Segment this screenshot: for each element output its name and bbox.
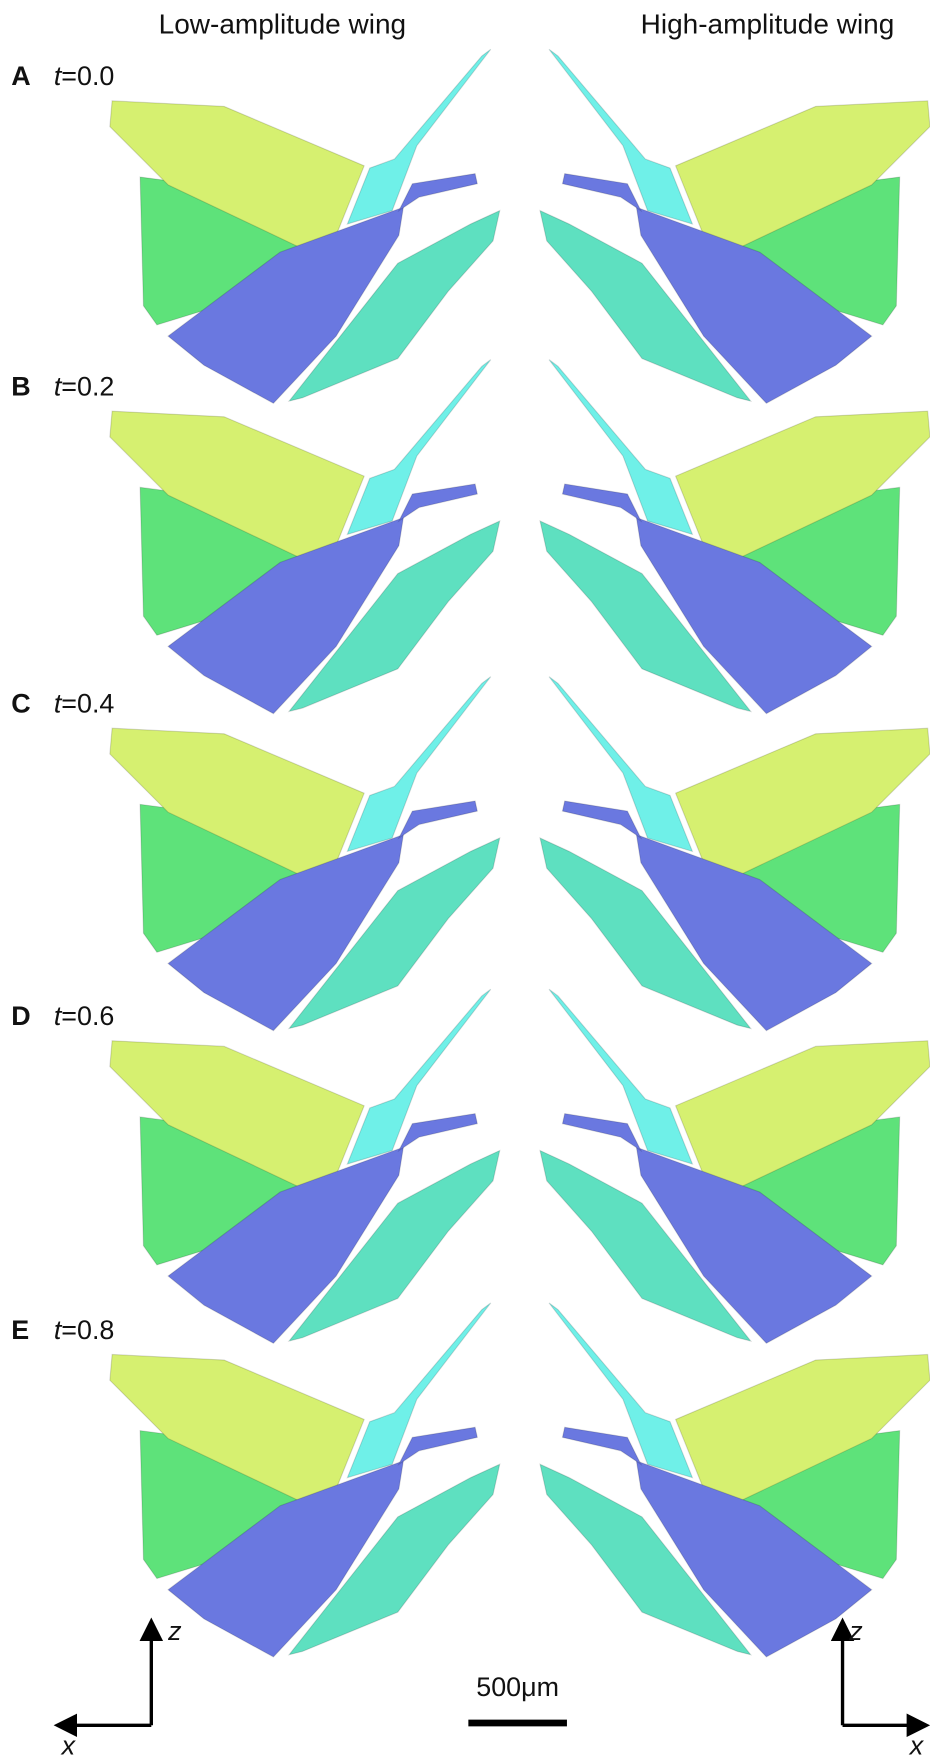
axis-label: z [167,1616,182,1646]
high-amplitude-wing [540,989,930,1343]
axis-label: x [60,1730,77,1760]
panel-time: t=0.0 [54,61,115,91]
panel-letter: B [11,371,30,401]
blue-tendon [399,174,477,211]
panel-time: t=0.2 [54,371,115,401]
blue-tendon [399,1427,477,1464]
time-value: =0.4 [61,689,114,719]
scale-bar: 500μm [468,1672,567,1723]
time-value: =0.6 [61,1001,114,1031]
time-value: =0.0 [61,61,114,91]
time-value: =0.2 [61,371,114,401]
blue-tendon [562,801,640,838]
blue-tendon [399,1114,477,1151]
low-amplitude-wing [110,677,500,1031]
blue-tendon [399,801,477,838]
right-header: High-amplitude wing [641,9,895,40]
panel-letter: C [11,689,30,719]
low-amplitude-wing [110,989,500,1343]
high-amplitude-wing [540,360,930,714]
left-header: Low-amplitude wing [159,9,406,40]
panel-letter: E [11,1315,29,1345]
right-axes: z x [843,1616,926,1760]
blue-tendon [399,484,477,521]
panel-time: t=0.4 [54,689,115,719]
blue-tendon [562,1427,640,1464]
axis-label: x [908,1730,925,1760]
panel-letter: A [11,61,30,91]
panel-time: t=0.6 [54,1001,115,1031]
high-amplitude-wing [540,677,930,1031]
high-amplitude-wing [540,49,930,403]
figure: At=0.0Bt=0.2Ct=0.4Dt=0.6Et=0.8 Low-ampli… [0,0,930,1760]
blue-tendon [562,1114,640,1151]
time-value: =0.8 [61,1315,114,1345]
low-amplitude-wing [110,1303,500,1657]
blue-tendon [562,174,640,211]
left-axes: z x [58,1616,182,1760]
panel-time: t=0.8 [54,1315,115,1345]
axis-label: z [848,1616,863,1646]
panel-letter: D [11,1001,30,1031]
low-amplitude-wing [110,360,500,714]
scale-bar-label: 500μm [476,1672,559,1702]
low-amplitude-wing [110,49,500,403]
high-amplitude-wing [540,1303,930,1657]
blue-tendon [562,484,640,521]
